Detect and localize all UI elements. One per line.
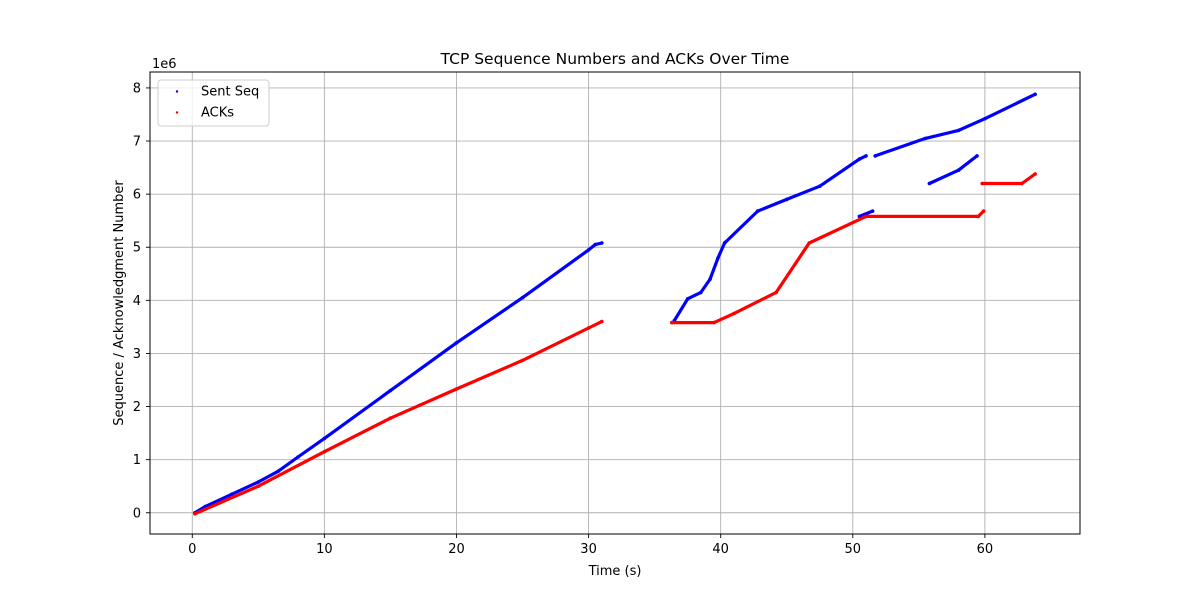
series-acks-segment [670, 209, 986, 325]
point-acks [322, 449, 327, 454]
axis-ticks: 0 10 20 30 40 50 60 0 1 2 3 4 5 6 7 8 [133, 81, 993, 557]
x-tick-label: 50 [845, 542, 862, 557]
series-sent-seq-segment [873, 92, 1037, 158]
point-sent-seq [755, 209, 760, 213]
x-tick-label: 30 [580, 542, 597, 557]
y-tick-label: 8 [133, 81, 141, 96]
point-sent-seq [276, 469, 280, 474]
point-sent-seq [322, 436, 327, 441]
x-axis-label: Time (s) [588, 564, 642, 579]
point-acks [586, 326, 591, 330]
legend-label-sent-seq: Sent Seq [201, 85, 259, 100]
legend-label-acks: ACKs [201, 106, 234, 121]
point-sent-seq [784, 197, 789, 202]
point-sent-seq [927, 181, 932, 186]
x-tick-label: 10 [316, 542, 333, 557]
chart-title: TCP Sequence Numbers and ACKs Over Time [440, 50, 790, 68]
point-acks [520, 358, 525, 363]
y-tick-label: 3 [133, 347, 141, 362]
point-sent-seq [722, 241, 727, 245]
point-acks [807, 241, 811, 245]
point-acks [864, 214, 868, 219]
y-axis-label: Sequence / Acknowledgment Number [112, 180, 127, 426]
point-sent-seq [520, 295, 525, 300]
point-sent-seq [975, 154, 979, 158]
x-tick-label: 20 [448, 542, 465, 557]
point-acks [256, 484, 261, 489]
y-tick-label: 1 [133, 453, 141, 468]
x-tick-label: 40 [712, 542, 729, 557]
point-sent-seq [699, 290, 703, 295]
point-sent-seq [818, 184, 822, 188]
point-acks [193, 512, 197, 516]
y-offset-label: 1e6 [152, 57, 177, 72]
point-acks [388, 416, 393, 421]
point-sent-seq [923, 136, 928, 141]
series-acks-segment [980, 172, 1037, 186]
y-tick-label: 2 [133, 400, 141, 415]
point-acks [981, 209, 986, 213]
point-sent-seq [593, 242, 597, 247]
point-sent-seq [983, 116, 987, 121]
point-sent-seq [296, 455, 300, 459]
y-tick-label: 5 [133, 241, 141, 256]
point-acks [732, 311, 736, 316]
point-sent-seq [873, 154, 877, 158]
series-sent-seq-segment [193, 241, 604, 515]
legend-box [157, 79, 270, 127]
point-acks [976, 214, 981, 219]
point-sent-seq [685, 297, 690, 301]
point-sent-seq [230, 492, 234, 497]
point-sent-seq [864, 154, 868, 158]
y-tick-label: 6 [133, 188, 141, 203]
point-sent-seq [716, 256, 720, 260]
point-sent-seq [1033, 92, 1037, 97]
y-tick-label: 0 [133, 506, 141, 521]
point-sent-seq [956, 128, 961, 133]
point-acks [1033, 172, 1037, 176]
point-acks [1020, 181, 1024, 186]
series-sent-seq-segment [927, 154, 979, 186]
series-acks-segment [193, 320, 604, 516]
point-sent-seq [586, 248, 591, 252]
point-sent-seq [454, 341, 459, 345]
point-sent-seq [857, 214, 862, 219]
point-acks [774, 290, 778, 295]
point-sent-seq [708, 277, 712, 281]
legend-marker-acks [175, 111, 179, 114]
x-tick-label: 0 [188, 542, 196, 557]
point-sent-seq [600, 241, 604, 245]
point-acks [600, 319, 604, 324]
y-tick-label: 7 [133, 135, 141, 150]
plot-frame [149, 71, 1081, 535]
point-sent-seq [256, 480, 261, 484]
point-sent-seq [388, 388, 393, 393]
point-sent-seq [870, 209, 875, 213]
y-tick-label: 4 [133, 294, 141, 309]
legend-marker-sent-seq [175, 90, 179, 93]
plot-data [193, 92, 1037, 516]
point-sent-seq [857, 157, 862, 161]
series-sent-seq-segment [857, 209, 875, 218]
point-sent-seq [956, 168, 961, 172]
point-acks [454, 387, 459, 391]
point-acks [712, 320, 716, 325]
x-tick-label: 60 [977, 542, 994, 557]
grid [150, 72, 1080, 534]
point-acks [670, 320, 674, 325]
legend: Sent Seq ACKs [157, 79, 270, 127]
point-acks [980, 181, 984, 186]
